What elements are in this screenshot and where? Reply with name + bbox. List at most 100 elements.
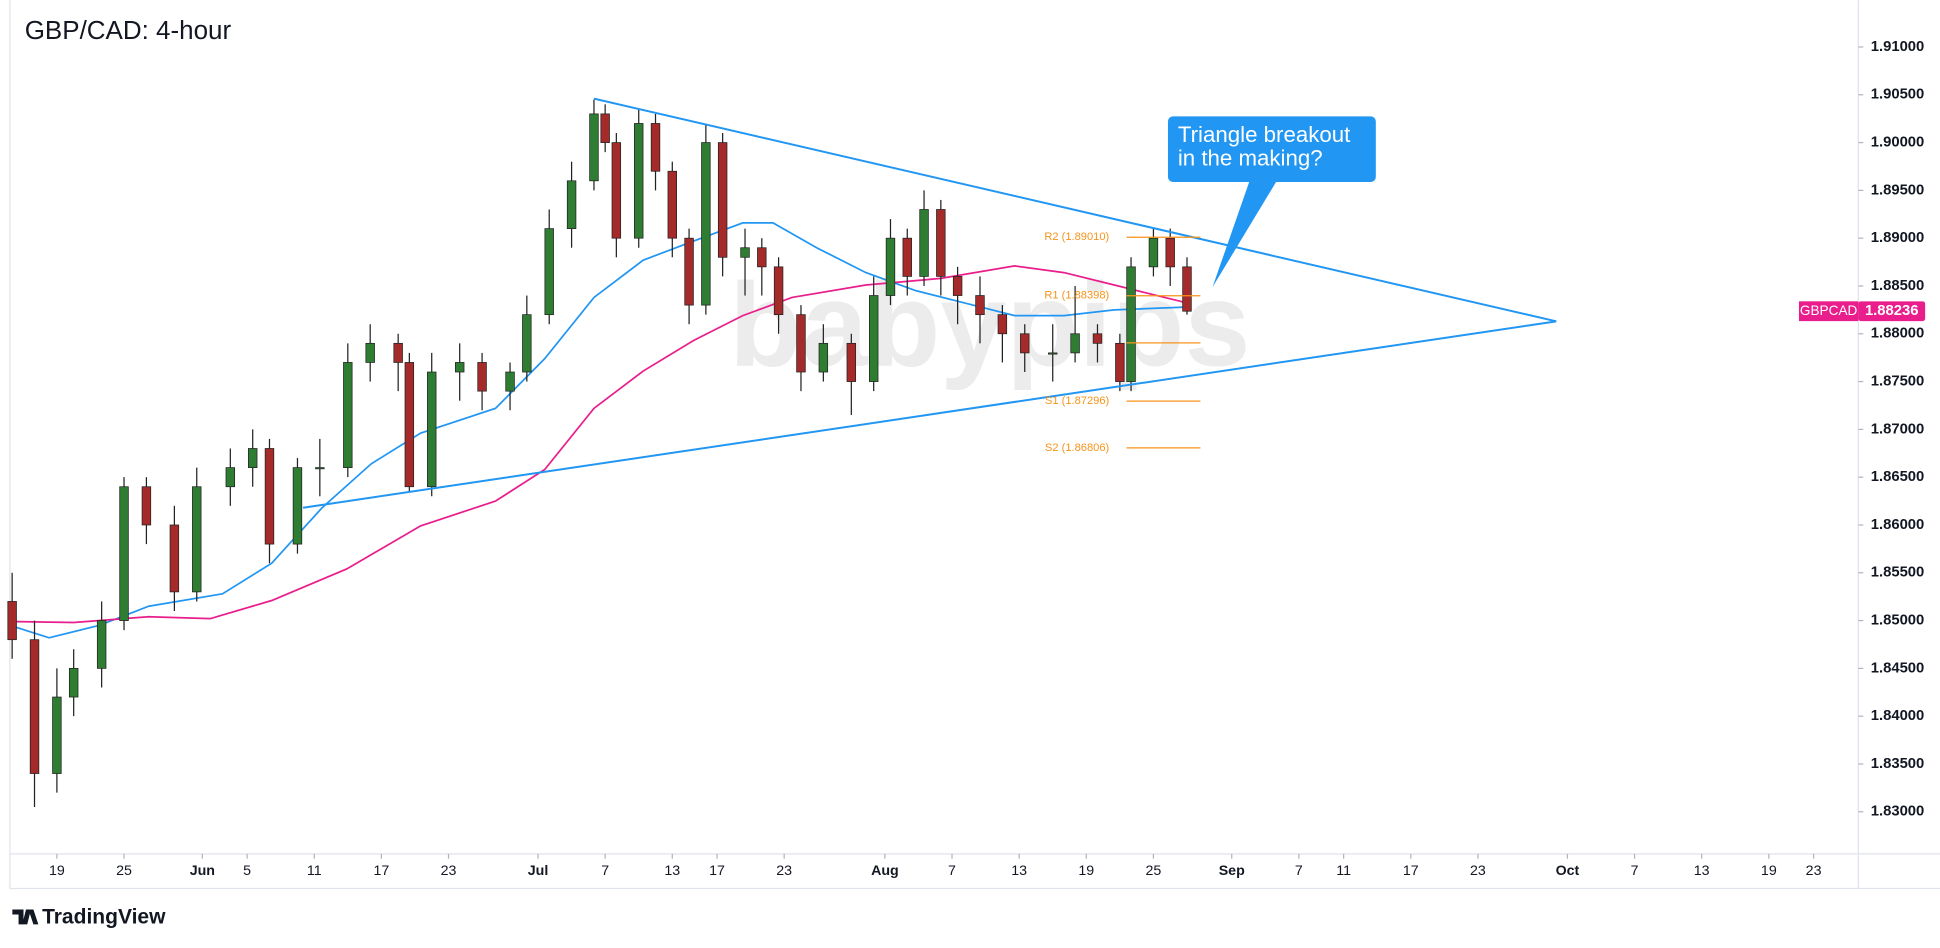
candle-body (315, 467, 325, 470)
candle-body (1115, 342, 1125, 382)
watermark: babypips (729, 259, 1250, 392)
brand-name: TradingView (42, 906, 166, 929)
x-tick-label: 5 (243, 863, 251, 879)
candle-body (566, 180, 577, 229)
candle-body (343, 362, 353, 468)
candle-body (650, 123, 661, 172)
candle-body (936, 209, 946, 277)
candle-body (634, 123, 644, 239)
x-tick-label: Oct (1556, 863, 1580, 879)
y-tick-label: 1.85500 (1871, 565, 1925, 581)
x-tick-label: Sep (1219, 863, 1245, 879)
candle-body (505, 371, 515, 392)
candle-body (292, 467, 303, 545)
candle-body (997, 314, 1008, 335)
candle-body (248, 448, 258, 468)
trendline (593, 97, 1557, 323)
candle-body (757, 247, 767, 268)
candle-body (96, 620, 107, 669)
candle-body (427, 371, 437, 488)
pivot-label: S2 (1.86806) (1045, 442, 1110, 454)
plot-area: R2 (1.89010) R1 (1.88398) S1 (1.87296) S2 (… (7, 97, 1557, 807)
candle-body (52, 696, 62, 774)
candle-body (29, 639, 40, 774)
y-tick-label: 1.88000 (1871, 326, 1925, 342)
y-tick-label: 1.83000 (1871, 804, 1925, 820)
x-tick-label: 7 (601, 863, 609, 879)
candle-body (667, 170, 677, 239)
candle-body (773, 266, 784, 316)
x-tick-label: 25 (1146, 863, 1162, 879)
y-tick-label: 1.87000 (1871, 421, 1925, 437)
candle-body (1126, 266, 1136, 382)
candle-body (264, 448, 275, 545)
x-tick-label: 25 (116, 863, 132, 879)
pivot-label: R1 (1.88398) (1044, 290, 1109, 302)
trendline (302, 320, 1557, 509)
callout-text: in the making? (1178, 146, 1323, 171)
pivot-label: R2 (1.89010) (1044, 231, 1109, 243)
moving-average (9, 222, 1189, 639)
callout-box (1167, 116, 1376, 183)
candle-body (225, 467, 236, 488)
brand-logo: TradingView (12, 906, 166, 929)
x-tick-label: 7 (1631, 863, 1639, 879)
candle-body (522, 314, 532, 373)
y-tick-label: 1.84000 (1871, 708, 1925, 724)
candle-body (589, 113, 599, 182)
y-tick-label: 1.84500 (1871, 660, 1925, 676)
candle-body (975, 295, 985, 316)
candle-body (454, 362, 465, 373)
candle-body (169, 524, 180, 593)
candle-body (544, 228, 554, 316)
candle-body (1092, 333, 1103, 344)
x-tick-label: 13 (1694, 863, 1710, 879)
candle-body (1048, 352, 1058, 355)
candle-body (1182, 266, 1192, 312)
y-tick-label: 1.85000 (1871, 612, 1925, 628)
candle-body (818, 342, 829, 373)
candle-body (902, 237, 912, 277)
y-tick-label: 1.91000 (1871, 39, 1925, 55)
x-tick-label: Aug (871, 863, 899, 879)
x-tick-label: 19 (1078, 863, 1094, 879)
candle-body (846, 342, 857, 382)
symbol-tag (1798, 301, 1859, 322)
y-tick-label: 1.90000 (1871, 134, 1925, 150)
y-tick-label: 1.90500 (1871, 87, 1925, 103)
candle-body (192, 486, 202, 593)
candle-body (717, 142, 728, 258)
candle-body (701, 142, 711, 306)
x-tick-label: 23 (1470, 863, 1486, 879)
y-tick-label: 1.83500 (1871, 756, 1925, 772)
candle-body (141, 486, 152, 526)
candle-body (68, 668, 79, 698)
candle-body (952, 276, 963, 296)
candle-body (1070, 333, 1080, 354)
pivot-label: S1 (1.87296) (1045, 395, 1110, 407)
candle-body (868, 295, 879, 382)
callout-text: Triangle breakout (1178, 122, 1351, 147)
x-tick-label: 7 (948, 863, 956, 879)
candle-body (393, 342, 403, 363)
candle-body (404, 362, 415, 488)
x-tick-label: 17 (709, 863, 725, 879)
candle-body (885, 237, 896, 296)
chart-title: GBP/CAD: 4-hour (25, 15, 232, 45)
candle-body (919, 209, 929, 277)
x-tick-label: 23 (776, 863, 792, 879)
x-tick-label: 11 (307, 863, 322, 879)
last-price-tag (1858, 301, 1926, 322)
candle-body (600, 113, 610, 143)
candle-body (796, 314, 806, 373)
x-tick-label: Jun (190, 863, 215, 879)
candle-body (119, 486, 129, 621)
moving-average (9, 265, 1189, 624)
x-tick-label: 23 (1806, 863, 1822, 879)
candle-body (611, 142, 622, 239)
x-tick-label: 11 (1336, 863, 1351, 879)
x-tick-label: 13 (664, 863, 680, 879)
